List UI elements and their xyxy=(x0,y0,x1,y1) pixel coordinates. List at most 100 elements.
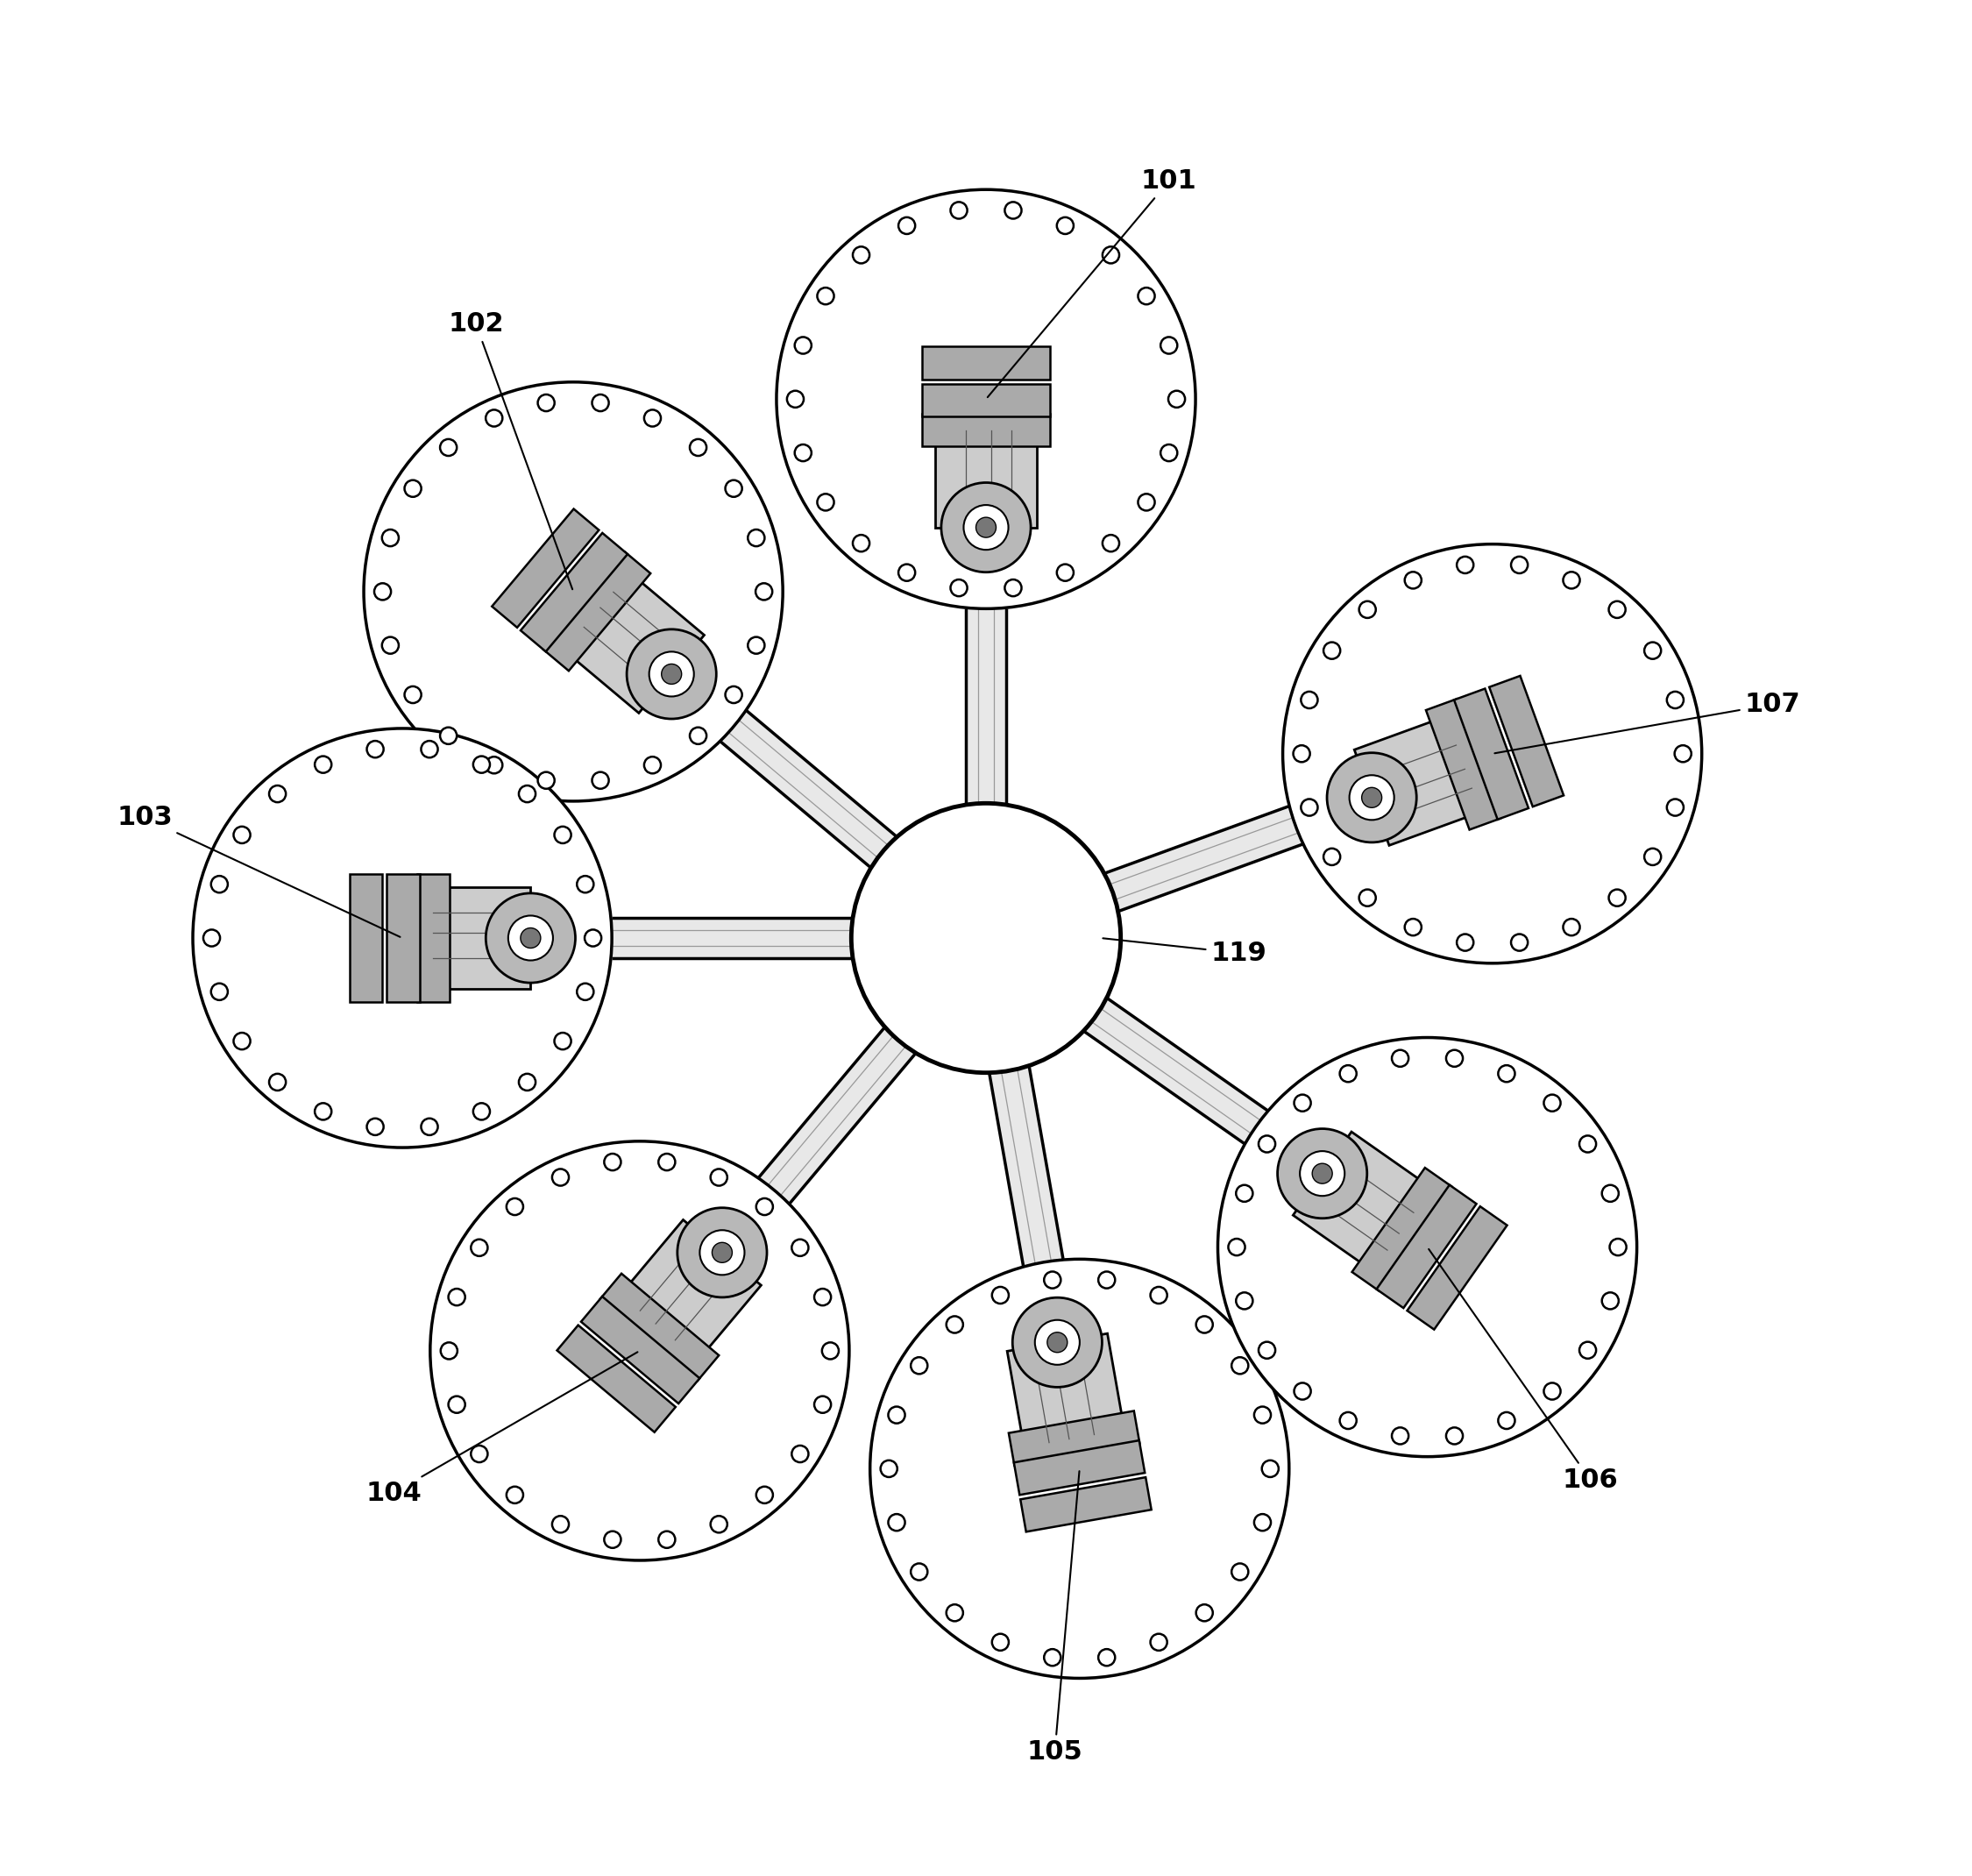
Circle shape xyxy=(268,786,286,803)
Circle shape xyxy=(992,1287,1010,1304)
Polygon shape xyxy=(1408,1206,1507,1330)
Circle shape xyxy=(404,480,422,497)
Text: 102: 102 xyxy=(448,311,572,589)
Circle shape xyxy=(592,394,609,411)
Polygon shape xyxy=(722,711,895,867)
Circle shape xyxy=(471,1240,487,1257)
Circle shape xyxy=(1236,1186,1252,1203)
Circle shape xyxy=(911,1563,927,1580)
Circle shape xyxy=(316,756,331,773)
Text: 103: 103 xyxy=(116,805,400,936)
Circle shape xyxy=(1258,1341,1276,1358)
Circle shape xyxy=(316,1103,331,1120)
Circle shape xyxy=(554,1032,572,1049)
Circle shape xyxy=(1609,600,1625,617)
Circle shape xyxy=(964,505,1008,550)
Circle shape xyxy=(1311,1163,1333,1184)
Circle shape xyxy=(791,1446,809,1461)
Polygon shape xyxy=(923,385,1049,416)
Polygon shape xyxy=(564,572,704,713)
Circle shape xyxy=(1404,572,1422,589)
Circle shape xyxy=(1047,1332,1067,1353)
Circle shape xyxy=(1601,1293,1619,1309)
Circle shape xyxy=(1511,557,1528,574)
Circle shape xyxy=(1098,1649,1114,1666)
Polygon shape xyxy=(582,1296,700,1403)
Circle shape xyxy=(791,1240,809,1257)
Polygon shape xyxy=(1085,998,1268,1144)
Circle shape xyxy=(448,1289,465,1306)
Polygon shape xyxy=(966,608,1006,803)
Circle shape xyxy=(947,1317,962,1334)
Circle shape xyxy=(233,1032,250,1049)
Circle shape xyxy=(1511,934,1528,951)
Circle shape xyxy=(1323,642,1341,658)
Circle shape xyxy=(538,394,554,411)
Circle shape xyxy=(659,1154,674,1171)
Circle shape xyxy=(422,741,438,758)
Circle shape xyxy=(1359,600,1376,617)
Polygon shape xyxy=(923,413,1049,446)
Circle shape xyxy=(603,1154,621,1171)
Circle shape xyxy=(552,1169,568,1186)
Text: 101: 101 xyxy=(988,169,1197,398)
Circle shape xyxy=(887,1407,905,1424)
Circle shape xyxy=(193,728,611,1148)
Circle shape xyxy=(485,893,576,983)
Circle shape xyxy=(690,728,706,745)
Circle shape xyxy=(1445,1051,1463,1067)
Circle shape xyxy=(1012,1298,1102,1386)
Circle shape xyxy=(1359,889,1376,906)
Circle shape xyxy=(1057,218,1073,234)
Circle shape xyxy=(947,1604,962,1621)
Circle shape xyxy=(383,529,398,546)
Polygon shape xyxy=(1020,1476,1152,1533)
Circle shape xyxy=(1006,203,1021,219)
Circle shape xyxy=(1323,848,1341,865)
Polygon shape xyxy=(1294,1131,1432,1272)
Circle shape xyxy=(1645,848,1660,865)
Circle shape xyxy=(1339,1066,1357,1082)
Circle shape xyxy=(519,786,536,803)
Circle shape xyxy=(1254,1407,1270,1424)
Circle shape xyxy=(422,1118,438,1135)
Circle shape xyxy=(1445,1428,1463,1445)
Circle shape xyxy=(1544,1383,1560,1399)
Circle shape xyxy=(755,583,773,600)
Circle shape xyxy=(676,1208,767,1298)
Circle shape xyxy=(1300,1152,1345,1195)
Polygon shape xyxy=(1355,717,1481,846)
Circle shape xyxy=(509,915,552,961)
Polygon shape xyxy=(759,1028,915,1203)
Circle shape xyxy=(1674,745,1692,762)
Circle shape xyxy=(1278,1129,1367,1218)
Circle shape xyxy=(1645,642,1660,658)
Circle shape xyxy=(519,1073,536,1090)
Circle shape xyxy=(1609,889,1625,906)
Circle shape xyxy=(1392,1428,1408,1445)
Polygon shape xyxy=(935,430,1037,527)
Circle shape xyxy=(383,638,398,653)
Polygon shape xyxy=(1489,675,1564,807)
Circle shape xyxy=(710,1169,728,1186)
Circle shape xyxy=(603,1531,621,1548)
Circle shape xyxy=(1499,1413,1514,1430)
Circle shape xyxy=(1229,1238,1244,1255)
Circle shape xyxy=(1102,246,1120,263)
Circle shape xyxy=(471,1446,487,1461)
Circle shape xyxy=(726,687,741,704)
Circle shape xyxy=(852,246,870,263)
Polygon shape xyxy=(544,552,651,672)
Circle shape xyxy=(1138,287,1156,304)
Circle shape xyxy=(1580,1135,1595,1152)
Circle shape xyxy=(1057,565,1073,582)
Circle shape xyxy=(852,535,870,552)
Circle shape xyxy=(203,930,221,946)
Circle shape xyxy=(538,773,554,788)
Circle shape xyxy=(787,390,805,407)
Circle shape xyxy=(747,638,765,653)
Circle shape xyxy=(690,439,706,456)
Circle shape xyxy=(816,493,834,510)
Circle shape xyxy=(578,983,594,1000)
Circle shape xyxy=(1236,1293,1252,1309)
